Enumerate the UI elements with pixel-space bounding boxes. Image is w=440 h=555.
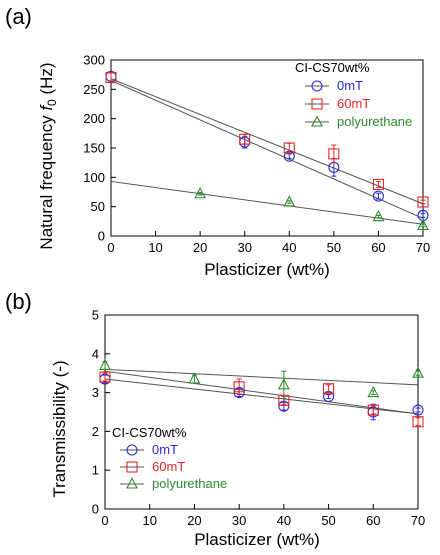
- fit-lines-b: [104, 368, 419, 415]
- x-tick-label: 30: [237, 240, 251, 255]
- x-tick-label: 20: [187, 513, 201, 528]
- data-point-polyurethane: [277, 378, 290, 390]
- legend-marker-polyurethane: [311, 115, 323, 127]
- fit-line-polyurethane: [104, 368, 419, 386]
- x-tick-label: 60: [371, 240, 385, 255]
- data-point-polyurethane: [188, 372, 201, 384]
- x-tick-label: 40: [282, 240, 296, 255]
- x-tick-label: 10: [148, 240, 162, 255]
- data-point-0mT: [412, 404, 424, 416]
- x-tick-label: 70: [411, 513, 425, 528]
- legend-title-b: CI-CS70wt%: [112, 425, 187, 440]
- legend-a: CI-CS70wt% 0mT 60mT polyurethane: [295, 60, 412, 129]
- legend-title-a: CI-CS70wt%: [295, 60, 370, 75]
- legend-label-polyurethane: polyurethane: [337, 114, 412, 129]
- y-tick-label: 0: [92, 502, 99, 517]
- fit-line-0mT: [104, 378, 419, 415]
- y-axis-title-b: Transmissibility (-): [50, 360, 69, 497]
- y-tick-label: 300: [83, 53, 105, 68]
- data-point-polyurethane: [417, 218, 429, 230]
- data-point-60mT: [233, 381, 245, 393]
- data-point-polyurethane: [367, 385, 380, 398]
- x-tick-label: 0: [101, 513, 108, 528]
- legend-label-0mT: 0mT: [152, 442, 178, 457]
- x-axis-title-b: Plasticizer (wt%): [194, 530, 320, 549]
- legend-label-60mT: 60mT: [152, 459, 185, 474]
- panel-label-a: (a): [5, 4, 32, 29]
- legend-marker-0mT: [311, 80, 323, 92]
- y-tick-label: 4: [92, 346, 99, 361]
- legend-marker-60mT: [126, 461, 138, 473]
- x-tick-label: 20: [193, 240, 207, 255]
- data-point-60mT: [412, 416, 424, 428]
- data-point-polyurethane: [283, 195, 296, 207]
- y-tick-label: 0: [98, 229, 105, 244]
- x-tick-label: 50: [327, 240, 341, 255]
- x-tick-label: 50: [321, 513, 335, 528]
- data-point-60mT: [283, 142, 295, 154]
- y-tick-label: 50: [91, 199, 105, 214]
- data-point-polyurethane: [99, 358, 111, 370]
- y-axis-title-a-subscript: 0: [45, 99, 59, 106]
- legend-label-60mT: 60mT: [337, 96, 370, 111]
- fit-lines-a: [110, 78, 424, 225]
- legend-b: CI-CS70wt% 0mT 60mT polyurethane: [112, 425, 227, 491]
- data-point-60mT: [372, 178, 384, 190]
- ticks-a: 0 10 20 30 40 50 60 70 0 50 100 150 200 250 300: [83, 53, 430, 256]
- y-tick-label: 200: [83, 111, 105, 126]
- fit-line-60mT: [104, 370, 419, 415]
- data-point-60mT: [417, 196, 429, 208]
- plot-frame-a: [110, 59, 424, 237]
- chart-panel-b: (b) Transmissibility (-) Plasticizer (wt…: [5, 289, 425, 549]
- legend-marker-60mT: [311, 98, 323, 110]
- y-axis-title-a-italic: f: [37, 104, 56, 111]
- data-point-0mT: [372, 190, 384, 202]
- ticks-b: 0 10 20 30 40 50 60 70 0 1 2 3 4 5: [92, 308, 425, 529]
- data-point-60mT: [323, 383, 335, 395]
- legend-label-0mT: 0mT: [337, 78, 363, 93]
- panel-label-b: (b): [5, 289, 32, 314]
- x-axis-title-a: Plasticizer (wt%): [204, 260, 330, 279]
- data-point-60mT: [328, 148, 340, 160]
- data-point-polyurethane: [372, 209, 385, 222]
- y-tick-label: 100: [83, 170, 105, 185]
- y-axis-title-a: Natural frequency f0 (Hz): [37, 62, 59, 249]
- legend-marker-0mT: [126, 444, 138, 456]
- y-tick-label: 5: [92, 308, 99, 323]
- y-axis-title-a-main: Natural frequency: [37, 111, 56, 250]
- fit-line-0mT: [110, 80, 424, 219]
- x-tick-label: 40: [277, 513, 291, 528]
- y-tick-label: 1: [92, 463, 99, 478]
- x-tick-label: 30: [232, 513, 246, 528]
- fit-line-polyurethane: [110, 180, 424, 225]
- x-tick-label: 60: [366, 513, 380, 528]
- data-point-polyurethane: [194, 187, 207, 199]
- data-marks-b: [99, 358, 424, 428]
- data-point-polyurethane: [412, 366, 424, 378]
- data-marks-a: [105, 70, 429, 230]
- x-tick-label: 0: [107, 240, 114, 255]
- y-axis-title-a-unit: (Hz): [37, 62, 56, 99]
- data-point-60mT: [367, 404, 379, 416]
- y-tick-label: 3: [92, 385, 99, 400]
- legend-marker-polyurethane: [126, 477, 138, 489]
- y-tick-label: 150: [83, 141, 105, 156]
- x-tick-label: 10: [142, 513, 156, 528]
- data-point-60mT: [239, 133, 251, 145]
- legend-label-polyurethane: polyurethane: [152, 476, 227, 491]
- chart-panel-a: (a) Natural frequency f0 (Hz) Plasticize…: [5, 4, 430, 279]
- data-point-60mT: [105, 72, 117, 84]
- data-point-60mT: [99, 371, 111, 383]
- fit-line-60mT: [110, 78, 424, 205]
- y-tick-label: 250: [83, 82, 105, 97]
- x-tick-label: 70: [416, 240, 430, 255]
- y-tick-label: 2: [92, 424, 99, 439]
